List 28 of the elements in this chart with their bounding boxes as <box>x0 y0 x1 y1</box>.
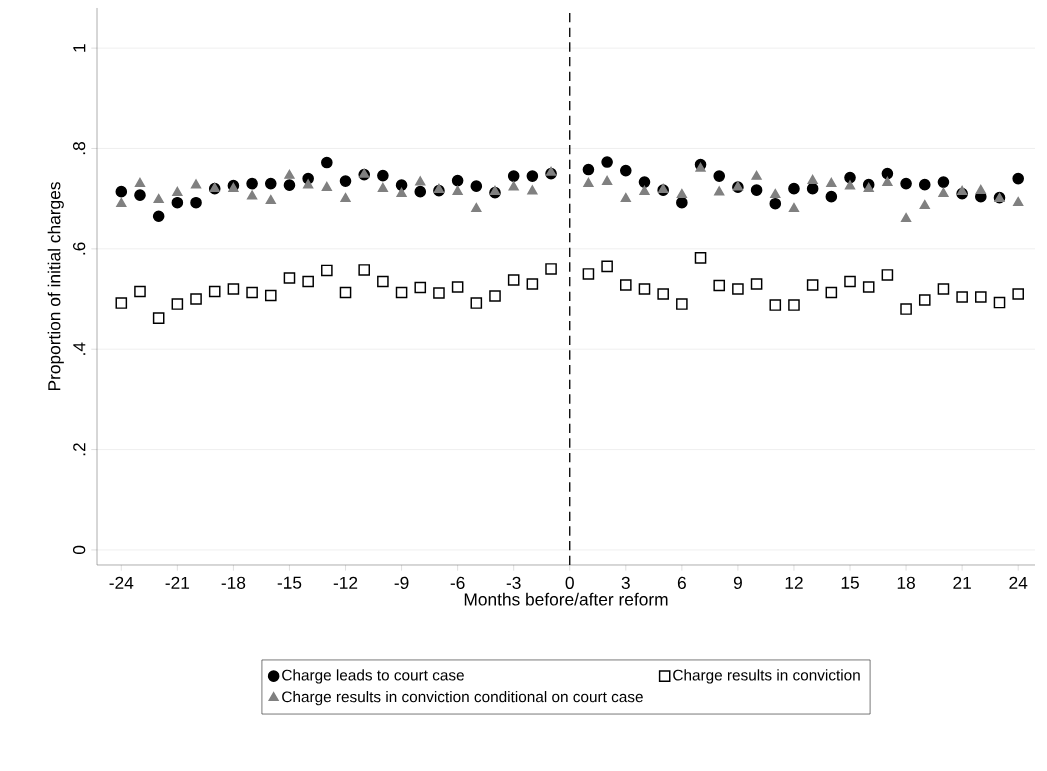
y-tick-label: .6 <box>73 242 86 255</box>
legend-label: Charge results in conviction conditional on court case <box>282 690 643 706</box>
x-tick-label: 18 <box>897 576 915 589</box>
y-tick-label: 0 <box>73 545 86 555</box>
x-tick-label: 12 <box>785 576 803 589</box>
legend-label: Charge leads to court case <box>282 669 464 684</box>
x-tick-label: 24 <box>1009 576 1028 589</box>
x-tick-label: 6 <box>677 576 686 589</box>
x-tick-label: 9 <box>733 576 742 589</box>
x-tick-label: -24 <box>109 576 134 589</box>
x-tick-label: 21 <box>953 576 971 589</box>
x-tick-label: -6 <box>450 576 465 589</box>
x-tick-label: -9 <box>394 576 409 589</box>
x-axis-title: Months before/after reform <box>464 592 668 606</box>
legend-label: Charge results in conviction <box>673 669 860 684</box>
x-tick-label: -12 <box>333 576 358 589</box>
x-tick-label: -18 <box>221 576 246 589</box>
x-tick-label: -21 <box>165 576 190 589</box>
x-tick-label: 15 <box>841 576 859 589</box>
y-tick-label: .4 <box>73 342 86 355</box>
y-tick-label: .2 <box>73 443 86 456</box>
y-tick-label: .8 <box>73 142 86 155</box>
y-tick-label: 1 <box>73 44 86 52</box>
x-tick-label: -15 <box>277 576 302 589</box>
x-tick-label: 3 <box>621 576 630 589</box>
y-axis-title: Proportion of initial charges <box>47 182 64 391</box>
x-tick-label: 0 <box>565 576 574 589</box>
x-tick-label: -3 <box>506 576 521 589</box>
